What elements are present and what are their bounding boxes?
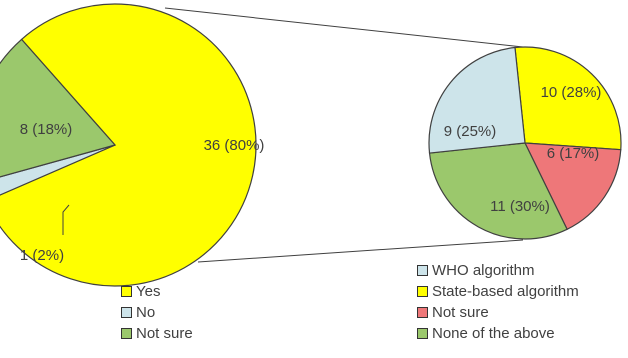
main-pie xyxy=(0,3,257,287)
pie1-slice-state-based-algorithm xyxy=(514,46,622,151)
secondary-pie xyxy=(428,46,622,240)
legend-label-none-of-the-above: None of the above xyxy=(432,324,555,342)
legend-item-yes: Yes xyxy=(121,281,193,302)
legend-item-who-algorithm: WHO algorithm xyxy=(417,260,579,281)
pie0-slice-yes xyxy=(0,3,257,287)
legend-item-state-based-algorithm: State-based algorithm xyxy=(417,281,579,302)
legend-item-none-of-the-above: None of the above xyxy=(417,323,579,344)
legend-item-not-sure-2: Not sure xyxy=(417,302,579,323)
connector-line-bottom xyxy=(197,239,524,263)
pie1-slice-not-sure xyxy=(524,142,622,231)
legend-label-no: No xyxy=(136,303,156,321)
legend-swatch-not-sure-2 xyxy=(417,307,428,318)
data-labels: 36 (80%) 1 (2%) 8 (18%) 10 (28%) 6 (17%) 11 (… xyxy=(20,84,602,264)
legend-swatch-no xyxy=(121,307,132,318)
legend-swatch-not-sure xyxy=(121,328,132,339)
legend-item-not-sure: Not sure xyxy=(121,323,193,344)
pie0-slice-not-sure xyxy=(0,38,117,178)
pie0-label-no: 1 (2%) xyxy=(20,247,64,264)
legend-item-no: No xyxy=(121,302,193,323)
pie1-slice-who-algorithm xyxy=(428,46,526,154)
legend-label-not-sure: Not sure xyxy=(136,324,193,342)
legend-swatch-who-algorithm xyxy=(417,265,428,276)
connector-lines xyxy=(164,7,524,263)
pie0-label-not-sure: 8 (18%) xyxy=(20,121,73,138)
legend-label-not-sure-2: Not sure xyxy=(432,303,489,321)
pie1-label-not-sure: 6 (17%) xyxy=(547,145,600,162)
legend-swatch-none-of-the-above xyxy=(417,328,428,339)
main-pie-legend: Yes No Not sure xyxy=(121,281,193,344)
pie0-leader-line-no xyxy=(62,204,70,235)
legend-label-yes: Yes xyxy=(136,282,161,300)
legend-label-who-algorithm: WHO algorithm xyxy=(432,261,535,279)
pie1-label-who-algorithm: 9 (25%) xyxy=(444,123,497,140)
pie1-label-state-based-algorithm: 10 (28%) xyxy=(541,84,602,101)
pie0-label-yes: 36 (80%) xyxy=(204,137,265,154)
legend-label-state-based-algorithm: State-based algorithm xyxy=(432,282,579,300)
connector-line-top xyxy=(164,7,524,48)
pie1-label-none-of-the-above: 11 (30%) xyxy=(490,198,550,215)
pie1-slice-none-of-the-above xyxy=(428,142,568,240)
secondary-pie-legend: WHO algorithm State-based algorithm Not … xyxy=(417,260,579,344)
legend-swatch-yes xyxy=(121,286,132,297)
legend-swatch-state-based-algorithm xyxy=(417,286,428,297)
